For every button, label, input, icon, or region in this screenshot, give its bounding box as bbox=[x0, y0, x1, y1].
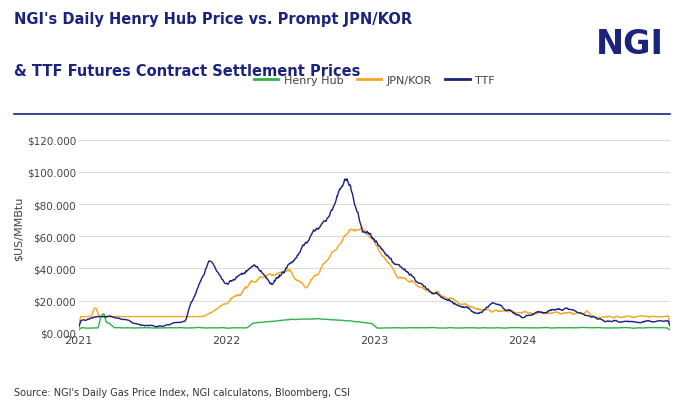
Legend: Henry Hub, JPN/KOR, TTF: Henry Hub, JPN/KOR, TTF bbox=[250, 71, 499, 90]
Text: NGI's Daily Henry Hub Price vs. Prompt JPN/KOR: NGI's Daily Henry Hub Price vs. Prompt J… bbox=[14, 12, 412, 27]
Text: & TTF Futures Contract Settlement Prices: & TTF Futures Contract Settlement Prices bbox=[14, 64, 360, 79]
Text: Source: NGI's Daily Gas Price Index, NGI calculatons, Bloomberg, CSI: Source: NGI's Daily Gas Price Index, NGI… bbox=[14, 387, 350, 397]
Text: NGI: NGI bbox=[596, 28, 663, 61]
Y-axis label: $US/MMBtu: $US/MMBtu bbox=[14, 196, 24, 261]
